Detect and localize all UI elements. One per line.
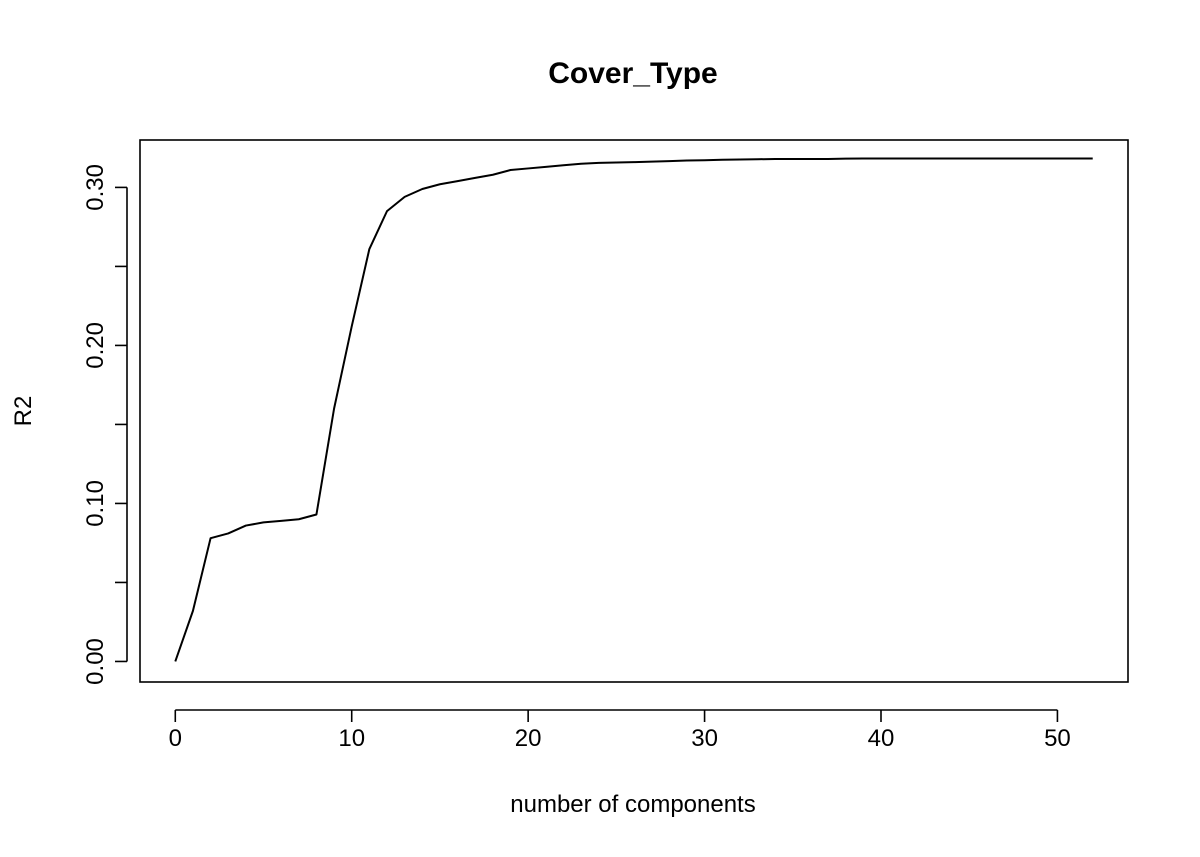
- x-tick-label: 50: [1044, 725, 1071, 752]
- y-axis: 0.00 0.10 0.20 0.30: [82, 164, 128, 685]
- y-tick-label: 0.30: [82, 164, 109, 211]
- y-tick-label: 0.20: [82, 322, 109, 369]
- x-tick-label: 20: [515, 725, 542, 752]
- x-tick-label: 30: [691, 725, 718, 752]
- x-axis-label: number of components: [510, 791, 755, 818]
- chart-title: Cover_Type: [548, 57, 718, 90]
- r2-series-line: [174, 157, 1093, 662]
- y-tick-label: 0.10: [82, 480, 109, 527]
- plot-frame: [139, 139, 1129, 683]
- y-axis-label: R2: [10, 396, 37, 427]
- y-tick-label: 0.00: [82, 638, 109, 685]
- x-tick-label: 0: [169, 725, 182, 752]
- x-tick-label: 10: [338, 725, 365, 752]
- x-tick-label: 40: [868, 725, 895, 752]
- x-axis: 0 10 20 30 40 50: [169, 709, 1071, 752]
